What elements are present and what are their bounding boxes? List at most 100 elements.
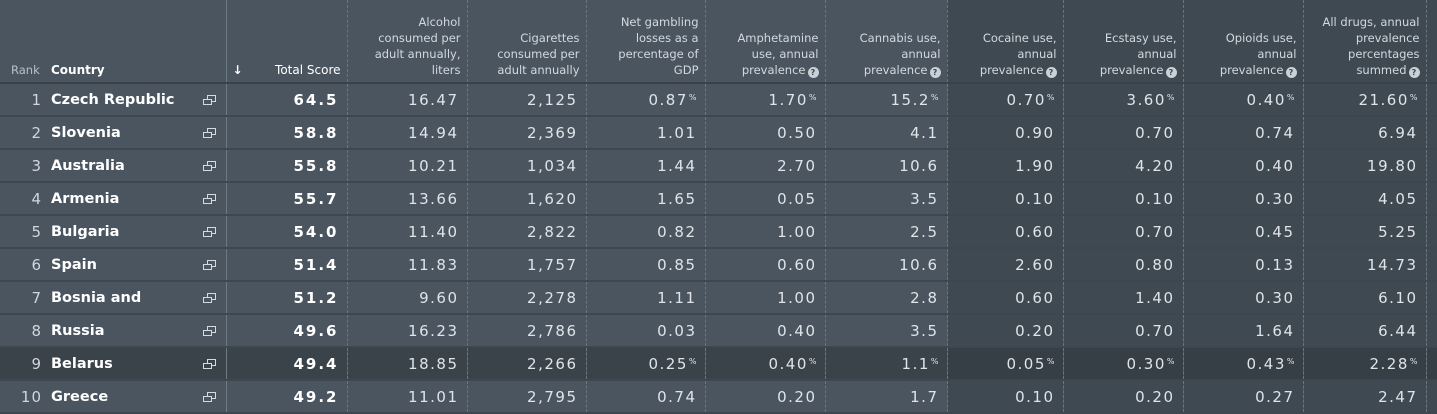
gambling-cell: 0.87%	[586, 83, 706, 117]
amphetamine-cell: 0.20	[705, 380, 826, 414]
header-line: prevalence	[863, 63, 928, 77]
header-alcohol[interactable]: Alcohol consumed per adult annually, liters	[347, 0, 468, 84]
alldrugs-value: 21.60	[1358, 90, 1409, 109]
header-country[interactable]: Country	[46, 0, 227, 84]
table-row[interactable]: 2 Slovenia 58.8 14.94 2,369 1.01 0.50 4.1 0.90 0.…	[0, 116, 1437, 150]
question-icon[interactable]: ?	[807, 67, 819, 78]
cannabis-value: 4.1	[910, 123, 939, 142]
percent-sign: %	[1286, 356, 1295, 366]
rank-cell: 9	[0, 347, 46, 381]
table-row[interactable]: 4 Armenia 55.7 13.66 1,620 1.65 0.05 3.5 0.10 0.1…	[0, 182, 1437, 216]
header-ecstasy[interactable]: Ecstasy use, annual prevalence?	[1063, 0, 1184, 84]
amphetamine-value: 1.00	[777, 222, 817, 241]
gambling-value: 0.85	[657, 255, 697, 274]
country-cell: Armenia	[46, 182, 227, 216]
header-cannabis[interactable]: Cannabis use, annual prevalence?	[825, 0, 948, 84]
country-name[interactable]: Bosnia and	[51, 289, 142, 306]
opioids-cell: 0.74	[1183, 116, 1304, 150]
open-details-icon[interactable]	[202, 325, 216, 336]
alcohol-value: 16.47	[408, 90, 459, 109]
header-spacer	[1426, 0, 1437, 84]
alcohol-cell: 11.40	[347, 215, 468, 249]
country-name[interactable]: Spain	[51, 256, 97, 273]
alcohol-value: 10.21	[408, 156, 459, 175]
open-details-icon[interactable]	[202, 358, 216, 369]
question-icon[interactable]: ?	[1045, 67, 1057, 78]
open-details-icon[interactable]	[202, 160, 216, 171]
ecstasy-cell: 0.20	[1063, 380, 1184, 414]
open-details-icon[interactable]	[202, 94, 216, 105]
header-amphetamine[interactable]: Amphetamine use, annual prevalence?	[705, 0, 826, 84]
open-details-icon[interactable]	[202, 226, 216, 237]
alcohol-cell: 11.01	[347, 380, 468, 414]
cigarettes-cell: 2,266	[467, 347, 587, 381]
question-icon[interactable]: ?	[1285, 67, 1297, 78]
rank-cell: 2	[0, 116, 46, 150]
percent-sign: %	[1409, 356, 1418, 366]
country-name[interactable]: Bulgaria	[51, 223, 120, 240]
table-row[interactable]: 9 Belarus 49.4 18.85 2,266 0.25% 0.40% 1.1% 0.05…	[0, 347, 1437, 381]
country-name[interactable]: Australia	[51, 157, 125, 174]
table-row[interactable]: 10 Greece 49.2 11.01 2,795 0.74 0.20 1.7 0.10 0.2…	[0, 380, 1437, 414]
question-icon[interactable]: ?	[1408, 67, 1420, 78]
alcohol-cell: 9.60	[347, 281, 468, 315]
ecstasy-value: 4.20	[1135, 156, 1175, 175]
header-gambling[interactable]: Net gambling losses as a percentage of GDP	[586, 0, 706, 84]
alcohol-cell: 16.23	[347, 314, 468, 348]
opioids-cell: 0.43%	[1183, 347, 1304, 381]
question-icon[interactable]: ?	[1165, 67, 1177, 78]
header-line: Cigarettes	[520, 31, 580, 45]
amphetamine-cell: 2.70	[705, 149, 826, 183]
country-name[interactable]: Russia	[51, 322, 105, 339]
header-line: All drugs, annual	[1322, 15, 1420, 29]
row-spacer	[1426, 149, 1437, 183]
open-details-icon[interactable]	[202, 292, 216, 303]
percent-sign: %	[1046, 92, 1055, 102]
gambling-cell: 0.25%	[586, 347, 706, 381]
cigarettes-value: 1,757	[527, 255, 578, 274]
cocaine-value: 0.10	[1015, 387, 1055, 406]
header-opioids[interactable]: Opioids use, annual prevalence?	[1183, 0, 1304, 84]
country-name[interactable]: Slovenia	[51, 124, 121, 141]
ecstasy-cell: 0.70	[1063, 215, 1184, 249]
table-row[interactable]: 8 Russia 49.6 16.23 2,786 0.03 0.40 3.5 0.20 0.70…	[0, 314, 1437, 348]
sort-desc-arrow-icon: ↓	[232, 63, 243, 77]
open-details-icon[interactable]	[202, 127, 216, 138]
ecstasy-cell: 0.10	[1063, 182, 1184, 216]
open-details-icon[interactable]	[202, 193, 216, 204]
country-name[interactable]: Belarus	[51, 355, 113, 372]
alldrugs-cell: 6.10	[1303, 281, 1427, 315]
table-row[interactable]: 1 Czech Republic 64.5 16.47 2,125 0.87% 1.70% 1…	[0, 83, 1437, 117]
open-details-icon[interactable]	[202, 391, 216, 402]
header-all-drugs[interactable]: All drugs, annual prevalence percentages su…	[1303, 0, 1427, 84]
table-row[interactable]: 5 Bulgaria 54.0 11.40 2,822 0.82 1.00 2.5 0.60 0.…	[0, 215, 1437, 249]
cannabis-cell: 1.7	[825, 380, 948, 414]
table-row[interactable]: 3 Australia 55.8 10.21 1,034 1.44 2.70 10.6 1.90…	[0, 149, 1437, 183]
header-row: Rank Country ↓ Total Score Alcohol consume…	[0, 0, 1437, 84]
country-name[interactable]: Greece	[51, 388, 109, 405]
header-total-score[interactable]: ↓ Total Score	[226, 0, 348, 84]
alldrugs-cell: 2.47	[1303, 380, 1427, 414]
total-score-cell: 51.4	[226, 248, 348, 282]
country-name[interactable]: Czech Republic	[51, 91, 175, 108]
total-score-cell: 51.2	[226, 281, 348, 315]
country-name[interactable]: Armenia	[51, 190, 120, 207]
amphetamine-value: 0.60	[777, 255, 817, 274]
question-icon[interactable]: ?	[929, 67, 941, 78]
table-row[interactable]: 7 Bosnia and 51.2 9.60 2,278 1.11 1.00 2.8 0.60 1…	[0, 281, 1437, 315]
header-rank[interactable]: Rank	[0, 0, 46, 84]
table-row[interactable]: 6 Spain 51.4 11.83 1,757 0.85 0.60 10.6 2.60 0.80…	[0, 248, 1437, 282]
rank-cell: 7	[0, 281, 46, 315]
open-details-icon[interactable]	[202, 259, 216, 270]
amphetamine-value: 1.70	[768, 90, 808, 109]
opioids-cell: 0.30	[1183, 281, 1304, 315]
ecstasy-cell: 4.20	[1063, 149, 1184, 183]
row-spacer	[1426, 314, 1437, 348]
header-cigarettes[interactable]: Cigarettes consumed per adult annually	[467, 0, 587, 84]
header-cocaine[interactable]: Cocaine use, annual prevalence?	[947, 0, 1064, 84]
gambling-value: 0.25	[648, 354, 688, 373]
percent-sign: %	[688, 92, 697, 102]
country-cell: Russia	[46, 314, 227, 348]
alldrugs-value: 14.73	[1367, 255, 1418, 274]
